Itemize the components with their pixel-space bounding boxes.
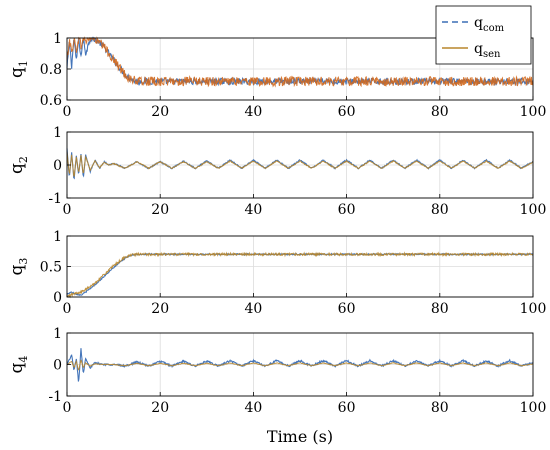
x-tick-label: 100	[520, 104, 547, 120]
y-tick-label: 0	[53, 290, 62, 306]
legend-box	[435, 5, 532, 65]
x-axis-label: Time (s)	[267, 427, 333, 446]
series-line-sen	[66, 151, 534, 177]
subplot-q1: 0 20 40 60 80 100 0.6 0.8 1 q1	[7, 31, 546, 120]
x-tick-label: 40	[244, 202, 262, 218]
grid	[66, 235, 534, 298]
y-axis-label: q1	[7, 60, 30, 78]
y-tick-label: 0.8	[40, 62, 62, 78]
x-tick-label: 60	[338, 202, 356, 218]
y-tick-label: 1	[53, 326, 62, 342]
y-tick-label: 1	[53, 229, 62, 245]
x-tick-label: 0	[63, 104, 72, 120]
x-tick-label: 100	[520, 301, 547, 317]
x-tick-label: 20	[151, 104, 169, 120]
x-tick-label: 40	[244, 400, 262, 416]
y-tick-label: 0.6	[40, 93, 62, 109]
y-axis-label: q4	[7, 356, 30, 374]
x-tick-label: 60	[338, 301, 356, 317]
x-tick-label: 80	[431, 301, 449, 317]
legend-entry-com: qcom	[442, 15, 505, 34]
legend-entries: qcom qsen	[442, 15, 505, 60]
y-tick-label: 1	[53, 125, 62, 141]
x-tick-label: 0	[63, 202, 72, 218]
series-line-sen	[66, 251, 534, 299]
x-tick-label: 0	[63, 400, 72, 416]
y-axis-label: q3	[7, 258, 30, 276]
series-line-com	[66, 348, 534, 382]
y-tick-label: -1	[48, 191, 62, 207]
legend: qcom qsen	[435, 5, 532, 65]
y-tick-label: 0	[53, 158, 62, 174]
series-line-sen	[66, 359, 534, 371]
y-tick-label: 0.5	[40, 260, 62, 276]
legend-entry-sen: qsen	[442, 41, 501, 60]
legend-label: qcom	[474, 15, 505, 34]
x-tick-label: 40	[244, 301, 262, 317]
x-tick-label: 80	[431, 104, 449, 120]
y-axis-label: q2	[7, 156, 30, 174]
x-tick-label: 20	[151, 202, 169, 218]
x-tick-label: 40	[244, 104, 262, 120]
y-tick-label: 1	[53, 31, 62, 47]
series-line-sen	[66, 36, 534, 88]
grid	[66, 131, 534, 199]
x-tick-label: 80	[431, 400, 449, 416]
x-tick-label: 20	[151, 400, 169, 416]
y-tick-label: -1	[48, 389, 62, 405]
x-tick-label: 0	[63, 301, 72, 317]
x-tick-label: 100	[520, 400, 547, 416]
subplot-q3: 0 20 40 60 80 100 0 0.5 1 q3	[7, 229, 546, 317]
x-tick-label: 80	[431, 202, 449, 218]
series-line-com	[66, 148, 534, 180]
x-tick-label: 20	[151, 301, 169, 317]
legend-label: qsen	[474, 41, 501, 60]
series-line-com	[66, 252, 534, 296]
x-tick-label: 60	[338, 104, 356, 120]
y-tick-label: 0	[53, 358, 62, 374]
x-tick-label: 60	[338, 400, 356, 416]
x-tick-label: 100	[520, 202, 547, 218]
grid	[66, 332, 534, 397]
